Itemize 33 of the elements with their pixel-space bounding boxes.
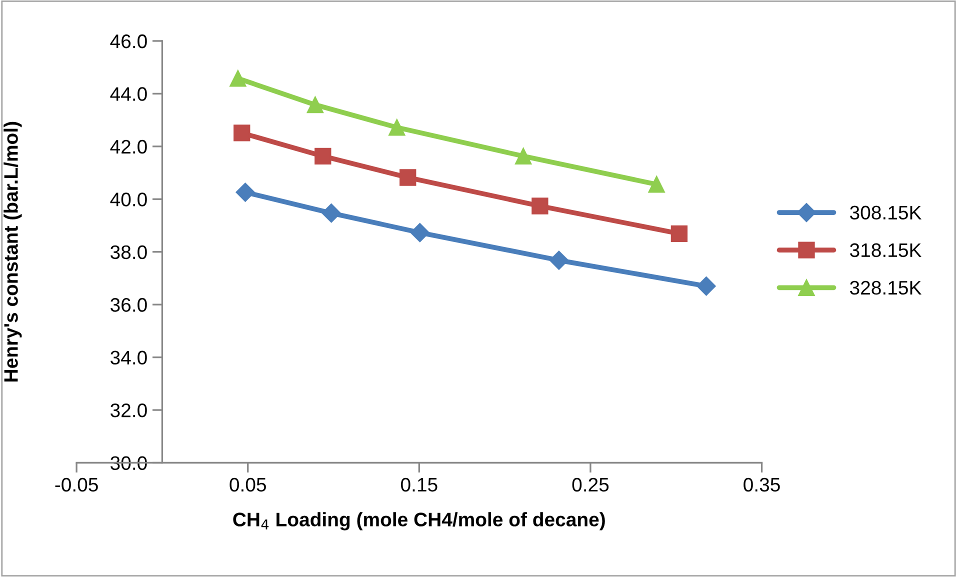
- point: [514, 148, 532, 164]
- y-tick-label: 38.0: [110, 245, 147, 260]
- point: [388, 119, 406, 136]
- point: [400, 169, 416, 186]
- point: [532, 198, 548, 214]
- y-tick-label: 42.0: [110, 140, 147, 154]
- y-tick-label: 44.0: [110, 87, 147, 101]
- y-tick-label: 32.0: [110, 404, 147, 418]
- point: [549, 250, 568, 270]
- y-tick-label: 34.0: [110, 350, 147, 365]
- legend-label: 308.15K: [850, 206, 922, 220]
- legend-label: 328.15K: [850, 280, 922, 295]
- point: [696, 276, 716, 296]
- x-tick-label: -0.05: [55, 478, 98, 492]
- x-tick-label: 0.15: [401, 478, 438, 492]
- point: [648, 176, 665, 193]
- point: [234, 124, 250, 142]
- x-tick-label: 0.35: [744, 478, 780, 492]
- y-tick-label: 36.0: [110, 298, 147, 312]
- point: [670, 225, 688, 242]
- point: [236, 182, 255, 202]
- point: [314, 148, 332, 164]
- x-tick-label: 0.25: [572, 478, 609, 492]
- x-tick-label: 0.05: [230, 478, 266, 492]
- y-tick-label: 40.0: [110, 192, 147, 206]
- y-tick-label: 46.0: [110, 34, 147, 48]
- point: [306, 96, 324, 114]
- point: [410, 223, 430, 242]
- point: [322, 204, 341, 223]
- point: [230, 70, 246, 87]
- x-axis-title: CH$_{4}$ Loading (mole CH4/mole of decane): [233, 512, 605, 530]
- legend-label: 318.15K: [850, 243, 922, 258]
- y-axis-title: Henry's constant (bar.L/mol): [4, 122, 22, 382]
